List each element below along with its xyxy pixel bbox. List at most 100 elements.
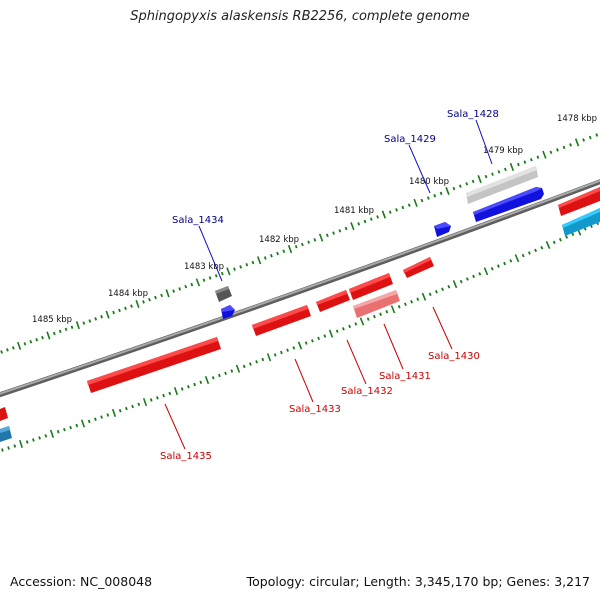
label-sala-1434[interactable]: Sala_1434 — [172, 215, 224, 226]
leader-sala-1434 — [198, 225, 223, 282]
inner-minor-tick — [286, 348, 289, 352]
inner-major-tick — [452, 280, 458, 289]
gene-sala-1433[interactable] — [252, 305, 311, 336]
outer-minor-tick — [276, 251, 279, 256]
outer-minor-tick — [190, 282, 194, 287]
inner-minor-tick — [44, 434, 48, 438]
inner-minor-tick — [348, 324, 351, 329]
outer-minor-tick — [118, 308, 121, 313]
inner-major-tick — [514, 254, 520, 263]
gene-partial-right-blue[interactable] — [562, 208, 600, 236]
outer-major-tick — [226, 267, 231, 276]
label-sala-1431[interactable]: Sala_1431 — [379, 371, 431, 382]
outer-minor-tick — [239, 265, 243, 269]
outer-minor-tick — [517, 162, 520, 167]
gene-partial-left-red[interactable] — [0, 407, 8, 421]
inner-major-tick — [297, 341, 303, 350]
gene-partial-left-blue[interactable] — [0, 426, 12, 442]
inner-minor-tick — [118, 409, 122, 413]
outer-major-tick — [509, 162, 515, 171]
inner-minor-tick — [565, 235, 569, 239]
outer-minor-tick — [369, 217, 373, 221]
inner-minor-tick — [261, 357, 265, 362]
label-leaders — [164, 119, 493, 450]
inner-minor-tick — [242, 364, 246, 369]
gene-sala-1429[interactable] — [434, 222, 451, 237]
outer-minor-tick — [401, 205, 405, 210]
inner-major-tick — [80, 419, 86, 428]
scale-label-1480: 1480 kbp — [409, 177, 449, 187]
outer-minor-tick — [484, 174, 488, 179]
inner-minor-tick — [162, 393, 165, 398]
outer-minor-tick — [582, 138, 586, 142]
inner-minor-tick — [372, 314, 376, 319]
outer-minor-tick — [344, 226, 348, 231]
inner-minor-tick — [527, 251, 531, 255]
gene-sala-1430[interactable] — [403, 257, 434, 278]
label-sala-1435[interactable]: Sala_1435 — [160, 451, 212, 462]
label-sala-1428[interactable]: Sala_1428 — [447, 109, 499, 120]
outer-minor-tick — [154, 295, 157, 300]
inner-minor-tick — [180, 387, 184, 391]
outer-minor-tick — [569, 143, 572, 147]
outer-minor-tick — [251, 260, 255, 265]
outer-major-tick — [445, 187, 450, 195]
outer-minor-tick — [452, 186, 456, 191]
inner-minor-tick — [106, 413, 110, 417]
inner-minor-tick — [354, 322, 358, 326]
gene-sala-1428-pseudo[interactable] — [466, 166, 538, 204]
inner-minor-tick — [397, 305, 401, 309]
inner-minor-tick — [224, 371, 227, 376]
label-sala-1430[interactable]: Sala_1430 — [428, 351, 480, 362]
gene-sala-1431[interactable] — [349, 273, 393, 300]
outer-minor-tick — [6, 348, 9, 352]
inner-minor-tick — [317, 336, 320, 341]
outer-minor-tick — [35, 337, 39, 342]
label-sala-1432[interactable]: Sala_1432 — [341, 386, 393, 397]
outer-minor-tick — [332, 231, 335, 235]
outer-minor-tick — [497, 170, 501, 174]
inner-minor-tick — [273, 353, 277, 357]
gene-sala-1434[interactable] — [221, 305, 235, 319]
inner-minor-tick — [410, 300, 414, 304]
outer-minor-tick — [325, 233, 329, 238]
outer-minor-tick — [233, 267, 236, 271]
label-sala-1433[interactable]: Sala_1433 — [289, 404, 341, 415]
outer-major-tick — [350, 222, 355, 231]
inner-minor-tick — [342, 327, 345, 331]
outer-minor-tick — [388, 210, 392, 214]
outer-minor-tick — [64, 327, 68, 332]
outer-minor-tick — [208, 276, 212, 280]
inner-minor-tick — [304, 341, 308, 345]
outer-minor-tick — [562, 145, 566, 150]
inner-major-tick — [545, 240, 551, 250]
inner-minor-tick — [459, 279, 463, 284]
inner-minor-tick — [149, 398, 153, 402]
gene-sala-1431-light[interactable] — [353, 290, 400, 318]
outer-minor-tick — [148, 297, 151, 302]
outer-minor-tick — [471, 179, 475, 184]
inner-major-tick — [328, 329, 334, 338]
inner-minor-tick — [558, 237, 562, 242]
outer-minor-tick — [595, 133, 599, 137]
gene-sala-1435[interactable] — [87, 337, 221, 393]
outer-major-tick — [165, 289, 170, 298]
inner-minor-tick — [249, 362, 252, 366]
outer-minor-tick — [94, 317, 98, 321]
inner-minor-tick — [366, 317, 370, 321]
inner-minor-tick — [472, 274, 476, 279]
gene-partial-right-red[interactable] — [558, 187, 600, 216]
gene-small-grey[interactable] — [215, 286, 232, 302]
outer-major-tick — [574, 138, 580, 147]
gene-sala-1432[interactable] — [316, 290, 350, 312]
gene-sala-1428[interactable] — [473, 187, 544, 222]
scale-labels: 1478 kbp 1479 kbp 1480 kbp 1481 kbp 1482… — [32, 114, 597, 325]
inner-major-tick — [173, 387, 179, 396]
inner-major-tick — [235, 364, 241, 373]
inner-minor-tick — [447, 284, 451, 289]
outer-minor-tick — [70, 325, 74, 329]
inner-minor-tick — [465, 277, 469, 281]
label-sala-1429[interactable]: Sala_1429 — [384, 134, 436, 145]
outer-minor-tick — [307, 240, 311, 244]
leader-sala-1429 — [408, 144, 431, 194]
